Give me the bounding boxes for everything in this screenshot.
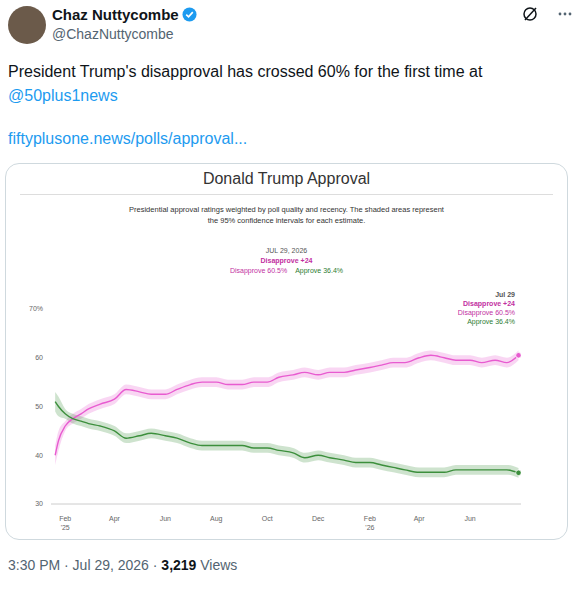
svg-text:Apr: Apr bbox=[109, 515, 121, 523]
html-text:Disapprove 60.5%: Disapprove 60.5% bbox=[457, 309, 515, 316]
html-text:3:30 PM · Jul 29, 2026 · 3,219: 3:30 PM · Jul 29, 2026 · 3,219 Views bbox=[8, 557, 238, 573]
svg-text:Feb'26: Feb'26 bbox=[364, 515, 376, 531]
svg-text:70%: 70% bbox=[29, 305, 43, 312]
svg-text:Apr: Apr bbox=[414, 515, 426, 523]
svg-text:40: 40 bbox=[35, 452, 43, 459]
html-text:Approve 36.4%: Approve 36.4% bbox=[295, 267, 343, 274]
html-text:Disapprove +24: Disapprove +24 bbox=[463, 300, 515, 307]
svg-text:Jun: Jun bbox=[160, 515, 171, 522]
html-text:Disapprove +24: Disapprove +24 bbox=[260, 257, 313, 264]
svg-text:Feb'25: Feb'25 bbox=[59, 515, 71, 531]
html-text:President Trump's disapproval: President Trump's disapproval has crosse… bbox=[8, 63, 483, 80]
html-text:@50plus1news: @50plus1news bbox=[8, 87, 118, 104]
svg-text:Jun: Jun bbox=[464, 515, 475, 522]
svg-text:Dec: Dec bbox=[312, 515, 325, 522]
html-text:Jul 29: Jul 29 bbox=[495, 291, 515, 298]
html-text:Approve 36.4%: Approve 36.4% bbox=[467, 318, 515, 325]
svg-text:Oct: Oct bbox=[262, 515, 273, 522]
svg-text:50: 50 bbox=[35, 403, 43, 410]
html-text:@ChazNuttycombe: @ChazNuttycombe bbox=[52, 26, 174, 42]
svg-text:Aug: Aug bbox=[210, 515, 223, 523]
html-text:Disapprove 60.5%: Disapprove 60.5% bbox=[230, 267, 288, 274]
html-text:Presidential approval ratings: Presidential approval ratings weighted b… bbox=[129, 205, 444, 225]
html-text:Donald Trump Approval: Donald Trump Approval bbox=[202, 170, 371, 187]
svg-text:30: 30 bbox=[35, 500, 43, 507]
html-text:fiftyplusone.news/polls/approv: fiftyplusone.news/polls/approval... bbox=[8, 130, 248, 147]
svg-text:60: 60 bbox=[35, 354, 43, 361]
html-text:Chaz Nuttycombe: Chaz Nuttycombe bbox=[52, 6, 179, 23]
html-text:JUL 29, 2026: JUL 29, 2026 bbox=[265, 247, 308, 254]
